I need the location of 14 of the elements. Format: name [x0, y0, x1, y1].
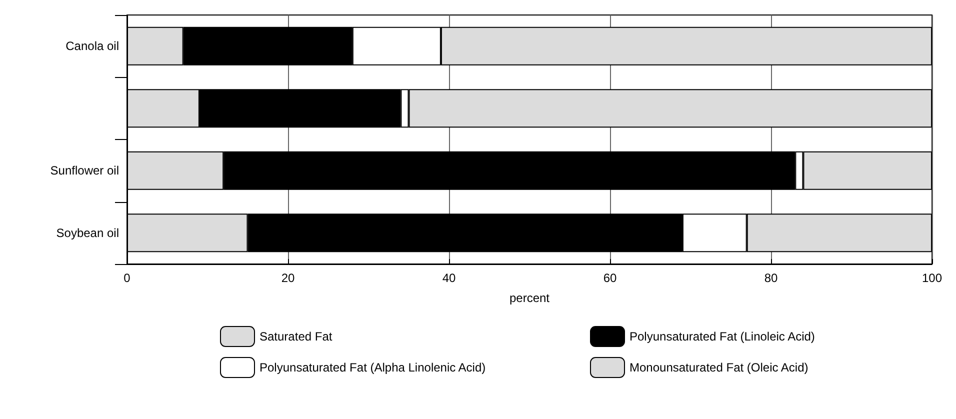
legend-label: Monounsaturated Fat (Oleic Acid) [630, 360, 808, 374]
y-tick-label: Soybean oil [56, 226, 119, 240]
x-tick-label: 60 [603, 271, 617, 285]
x-axis-title: percent [509, 291, 550, 305]
x-tick-label: 0 [124, 271, 131, 285]
x-tick-label: 100 [922, 271, 942, 285]
x-tick-label: 40 [442, 271, 456, 285]
y-tick-label: Sunflower oil [50, 164, 119, 178]
x-tick-label: 80 [764, 271, 778, 285]
x-tick-label: 20 [281, 271, 295, 285]
y-tick-label: Canola oil [66, 39, 119, 54]
legend-label: Polyunsaturated Fat (Alpha Linolenic Acid) [260, 360, 486, 374]
legend-label: Saturated Fat [260, 330, 333, 344]
legend-label: Polyunsaturated Fat (Linoleic Acid) [630, 330, 815, 344]
